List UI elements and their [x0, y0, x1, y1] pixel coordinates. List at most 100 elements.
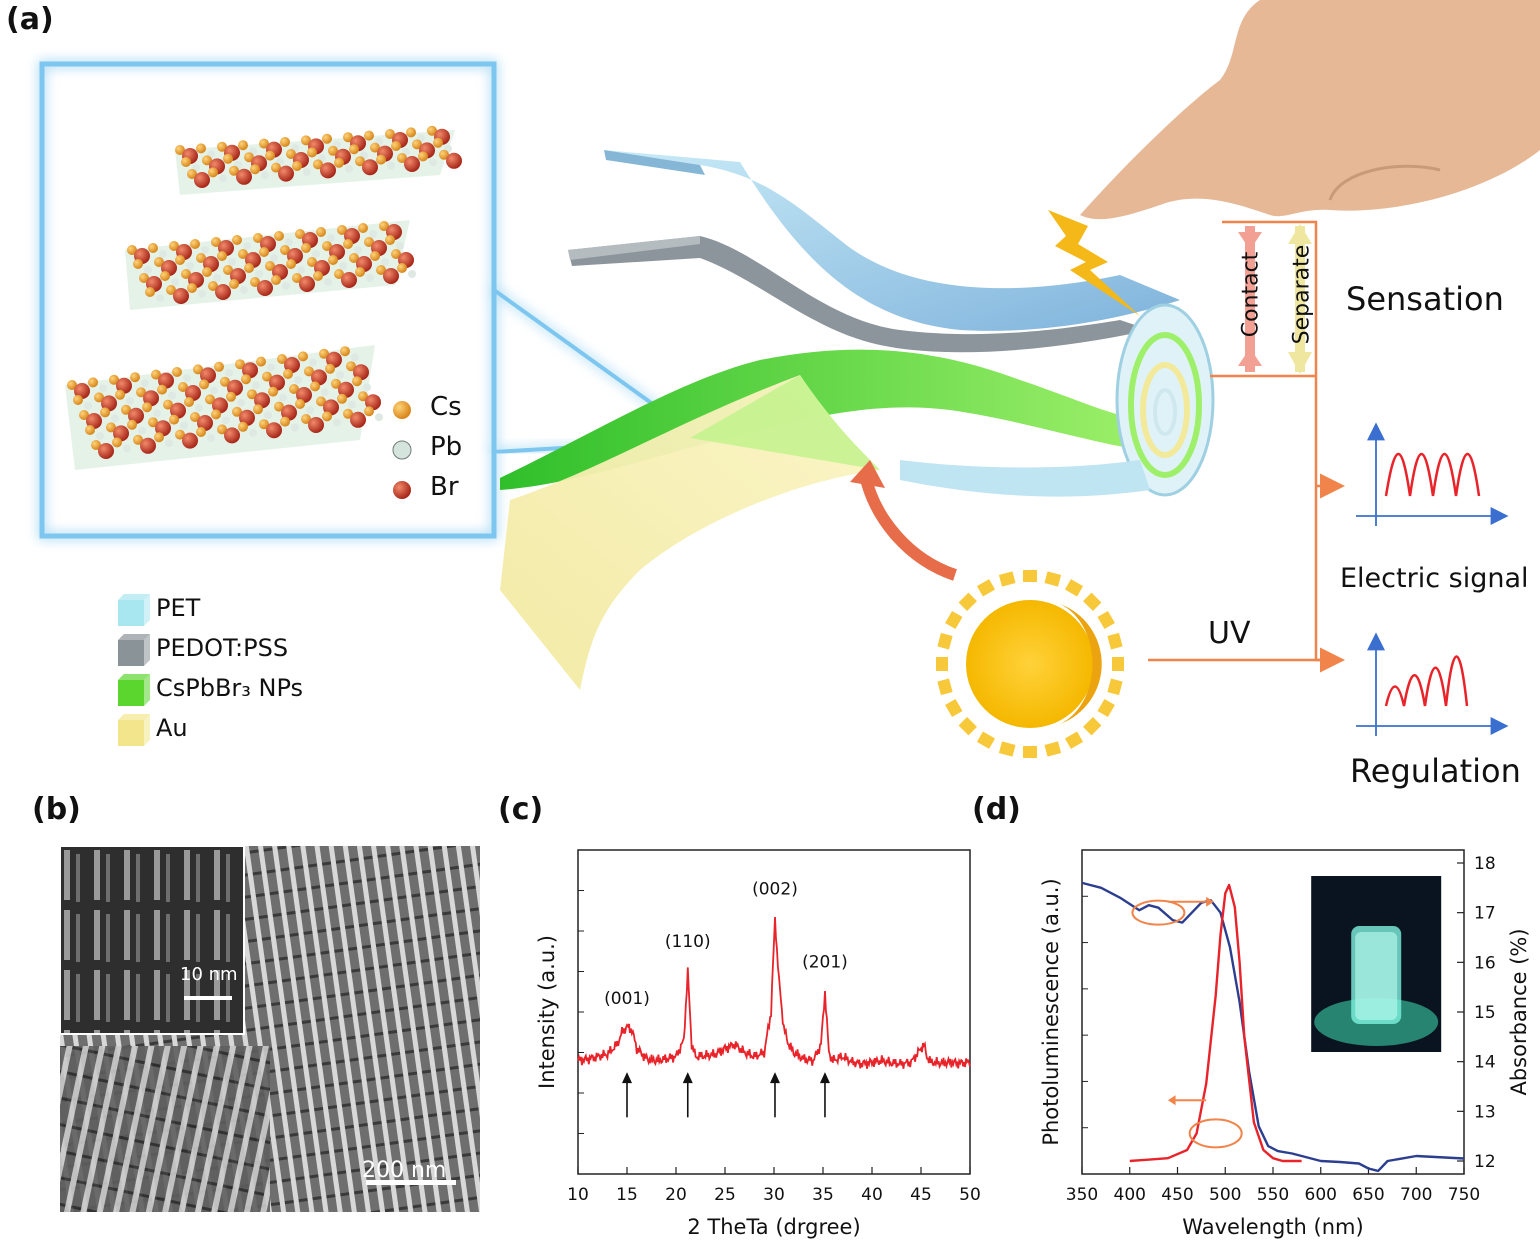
cs-atom — [238, 249, 248, 259]
x-tick-label: 35 — [812, 1185, 834, 1205]
pb-atom — [84, 402, 92, 410]
sun-ray — [937, 678, 953, 696]
cs-atom — [226, 391, 236, 402]
cs-atom — [217, 141, 227, 152]
y2-tick-label: 16 — [1474, 953, 1496, 973]
cs-atom — [178, 382, 188, 392]
cs-atom — [322, 411, 332, 422]
pl-indicator — [1188, 1118, 1243, 1149]
cs-atom — [412, 139, 422, 150]
pb-atom — [408, 270, 416, 278]
regulation-signal-plot — [1356, 632, 1509, 736]
peak-arrowhead — [819, 1072, 830, 1084]
cs-atom — [325, 363, 335, 374]
cs-atom — [232, 406, 242, 417]
cs-atom — [241, 374, 251, 385]
cs-atom — [364, 406, 374, 417]
x-tick-label: 700 — [1400, 1185, 1432, 1205]
pb-atom — [168, 391, 176, 400]
x-tick-label: 650 — [1352, 1185, 1384, 1205]
uv-label: UV — [1208, 616, 1251, 651]
pb-atom — [309, 358, 317, 367]
y2-tick-label: 17 — [1474, 904, 1496, 924]
x-tick-label: 50 — [959, 1185, 981, 1205]
cs-atom — [244, 263, 254, 273]
pb-atom — [381, 258, 389, 266]
sun-ray — [976, 731, 996, 749]
pb-atom — [396, 242, 404, 250]
peak-annotation: (001) — [604, 989, 650, 1009]
pb-atom — [375, 413, 383, 422]
sun-ray — [998, 741, 1016, 757]
cs-atom — [265, 261, 275, 271]
cs-atom — [340, 346, 350, 357]
pb-atom — [195, 404, 203, 412]
pl-absorbance-chart: 350 400 450 500 550 600 650 700 750 Wavelength (n… — [1039, 849, 1531, 1239]
pb-atom — [255, 270, 263, 278]
pb-atom — [366, 274, 374, 282]
pb-atom — [321, 388, 329, 397]
pb-atom — [138, 426, 146, 435]
cs-atom — [187, 283, 197, 293]
x-tick-label: 45 — [910, 1185, 932, 1205]
cs-atom — [364, 130, 374, 141]
br-atom — [278, 165, 294, 182]
cs-atom-label: Cs — [430, 392, 462, 422]
hand-icon — [1080, 0, 1540, 220]
cs-atom — [211, 409, 221, 420]
cs-atom — [355, 267, 365, 277]
cs-atom — [316, 396, 326, 407]
br-atom — [404, 156, 420, 172]
panel-a-schematic — [39, 0, 1540, 758]
cs-atom — [67, 380, 77, 390]
cs-atom — [223, 153, 233, 164]
pb-atom — [303, 168, 311, 176]
pb-atom — [141, 379, 149, 388]
sun-ray — [1023, 570, 1037, 582]
cs-atom — [163, 399, 173, 410]
light-arrow — [859, 473, 958, 581]
cs-atom — [193, 364, 203, 375]
cs-atom — [352, 376, 362, 387]
cs-atom — [106, 422, 116, 433]
cs-atom — [247, 389, 257, 400]
cs-atom — [91, 440, 101, 450]
cs-atom — [145, 287, 155, 297]
cs-atom — [100, 407, 110, 418]
cs-atom — [139, 273, 149, 283]
cs-atom — [439, 149, 449, 160]
cs-atom — [220, 376, 230, 387]
cs-atom — [364, 237, 374, 247]
sun-ray — [945, 698, 963, 718]
cs-atom — [133, 259, 143, 269]
x-tick-label: 450 — [1161, 1185, 1193, 1205]
sun-ray — [1064, 579, 1084, 597]
cs-atom — [328, 145, 338, 156]
sun-ray — [1097, 698, 1115, 718]
cs-atom — [160, 271, 170, 281]
layer-cube — [118, 600, 144, 626]
pb-atom — [228, 258, 236, 266]
cs-atom — [127, 419, 137, 430]
br-atom — [266, 422, 282, 439]
br-atom — [362, 159, 378, 176]
cs-atom — [274, 231, 284, 241]
sun-ray — [1083, 717, 1102, 736]
cs-atom — [154, 257, 164, 267]
cs-atom — [211, 237, 221, 247]
layer-label-pet: PET — [156, 594, 201, 622]
pb-atom — [327, 234, 335, 242]
layer-cube — [118, 680, 144, 706]
cs-atom — [109, 374, 119, 385]
pb-atom — [243, 242, 251, 250]
br-atom — [341, 272, 357, 288]
sun-ray — [958, 717, 977, 736]
cs-atom — [397, 153, 407, 163]
cs-atom — [379, 221, 389, 231]
x-axis-label: Wavelength (nm) — [1182, 1215, 1363, 1239]
pb-atom — [144, 266, 152, 274]
cs-atom — [271, 275, 281, 285]
cs-atom — [292, 273, 302, 283]
pb-atom — [237, 398, 245, 407]
cs-atom — [112, 437, 122, 448]
